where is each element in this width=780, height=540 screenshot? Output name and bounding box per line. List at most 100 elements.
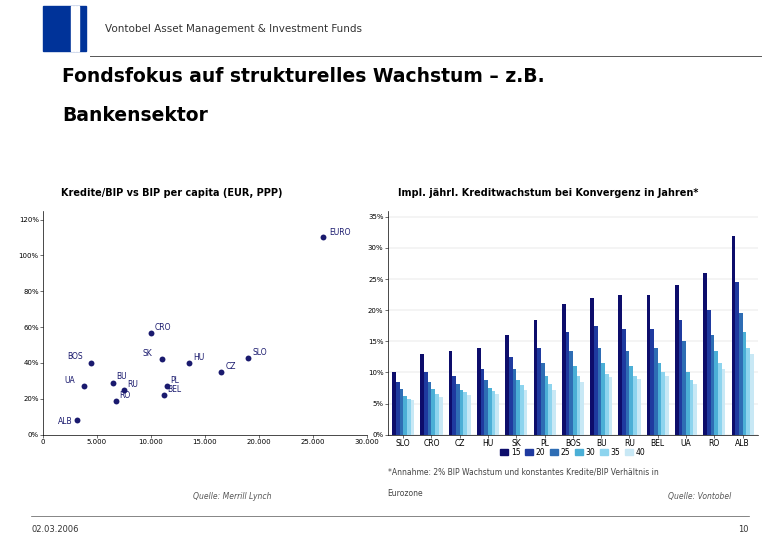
Bar bbox=[736, 282, 739, 435]
Bar bbox=[396, 382, 399, 435]
Text: CZ: CZ bbox=[225, 362, 236, 371]
Point bbox=[110, 396, 122, 405]
Point bbox=[107, 379, 119, 387]
Bar bbox=[562, 304, 566, 435]
Bar bbox=[566, 332, 569, 435]
Bar bbox=[407, 399, 410, 435]
Bar bbox=[541, 363, 544, 435]
Bar bbox=[477, 348, 480, 435]
Legend: 15, 20, 25, 30, 35, 40: 15, 20, 25, 30, 35, 40 bbox=[498, 445, 648, 460]
Bar bbox=[722, 369, 725, 435]
Bar bbox=[604, 374, 608, 435]
Bar bbox=[629, 366, 633, 435]
Text: HU: HU bbox=[193, 353, 204, 362]
Point bbox=[183, 359, 195, 367]
Bar bbox=[467, 395, 471, 435]
Bar bbox=[509, 357, 512, 435]
Bar bbox=[534, 320, 537, 435]
Bar bbox=[580, 382, 584, 435]
Bar bbox=[732, 235, 736, 435]
Bar bbox=[658, 363, 661, 435]
Bar bbox=[569, 350, 573, 435]
Bar bbox=[665, 375, 668, 435]
Bar bbox=[544, 375, 548, 435]
Bar bbox=[488, 388, 491, 435]
Bar bbox=[427, 382, 431, 435]
Point bbox=[78, 382, 90, 390]
Bar bbox=[452, 375, 456, 435]
Text: SLO: SLO bbox=[252, 348, 267, 357]
Text: 02.03.2006: 02.03.2006 bbox=[31, 525, 79, 534]
Point bbox=[118, 386, 130, 394]
Bar bbox=[523, 390, 527, 435]
Text: *Annahme: 2% BIP Wachstum und konstantes Kredite/BIP Verhältnis in: *Annahme: 2% BIP Wachstum und konstantes… bbox=[388, 467, 658, 476]
Text: Eurozone: Eurozone bbox=[388, 489, 424, 498]
Point bbox=[158, 391, 170, 400]
Bar bbox=[675, 285, 679, 435]
Point bbox=[317, 233, 330, 242]
Bar bbox=[636, 379, 640, 435]
Bar bbox=[619, 295, 622, 435]
Text: Vontobel Asset Management & Investment Funds: Vontobel Asset Management & Investment F… bbox=[105, 24, 362, 34]
Text: Quelle: Merrill Lynch: Quelle: Merrill Lynch bbox=[193, 492, 271, 501]
Bar bbox=[439, 397, 442, 435]
Bar bbox=[686, 373, 690, 435]
Bar bbox=[679, 320, 682, 435]
Bar bbox=[622, 329, 626, 435]
Point bbox=[85, 359, 98, 367]
Bar bbox=[626, 350, 629, 435]
Bar bbox=[608, 377, 612, 435]
Text: EURO: EURO bbox=[329, 227, 350, 237]
Bar bbox=[495, 394, 499, 435]
Bar bbox=[707, 310, 711, 435]
Bar bbox=[512, 369, 516, 435]
Text: 10: 10 bbox=[739, 525, 749, 534]
Text: UA: UA bbox=[65, 376, 75, 386]
Text: BEL: BEL bbox=[167, 386, 181, 394]
Text: CRO: CRO bbox=[155, 322, 172, 332]
Point bbox=[155, 355, 168, 364]
Bar bbox=[520, 385, 523, 435]
Text: RO: RO bbox=[119, 391, 131, 400]
Bar bbox=[537, 348, 541, 435]
Bar bbox=[410, 401, 414, 435]
Bar bbox=[548, 383, 552, 435]
Bar bbox=[71, 6, 73, 51]
Bar bbox=[448, 350, 452, 435]
Bar bbox=[516, 380, 520, 435]
Bar bbox=[74, 6, 76, 51]
Text: Quelle: Vontobel: Quelle: Vontobel bbox=[668, 492, 731, 501]
Bar bbox=[392, 373, 396, 435]
Bar bbox=[456, 383, 459, 435]
Text: SK: SK bbox=[142, 349, 152, 357]
Bar bbox=[552, 390, 555, 435]
Point bbox=[242, 353, 254, 362]
Text: ALB: ALB bbox=[58, 417, 73, 426]
Bar bbox=[746, 348, 750, 435]
Bar bbox=[573, 366, 576, 435]
Bar bbox=[76, 6, 79, 51]
Bar bbox=[505, 335, 509, 435]
Bar bbox=[435, 394, 439, 435]
Bar bbox=[43, 6, 86, 51]
Text: BOS: BOS bbox=[68, 352, 83, 361]
Text: Bankensektor: Bankensektor bbox=[62, 106, 208, 125]
Bar bbox=[714, 350, 718, 435]
Bar bbox=[711, 335, 714, 435]
Bar bbox=[633, 375, 636, 435]
Bar bbox=[403, 396, 407, 435]
Bar bbox=[484, 380, 488, 435]
Bar bbox=[463, 393, 467, 435]
Bar bbox=[704, 273, 707, 435]
Bar bbox=[750, 354, 753, 435]
Bar bbox=[576, 375, 580, 435]
Bar bbox=[480, 369, 484, 435]
Bar bbox=[590, 298, 594, 435]
Bar bbox=[651, 329, 654, 435]
Point bbox=[144, 328, 157, 337]
Text: PL: PL bbox=[170, 376, 179, 386]
Bar bbox=[743, 332, 746, 435]
Bar bbox=[459, 390, 463, 435]
Bar bbox=[594, 326, 597, 435]
Bar bbox=[693, 383, 697, 435]
